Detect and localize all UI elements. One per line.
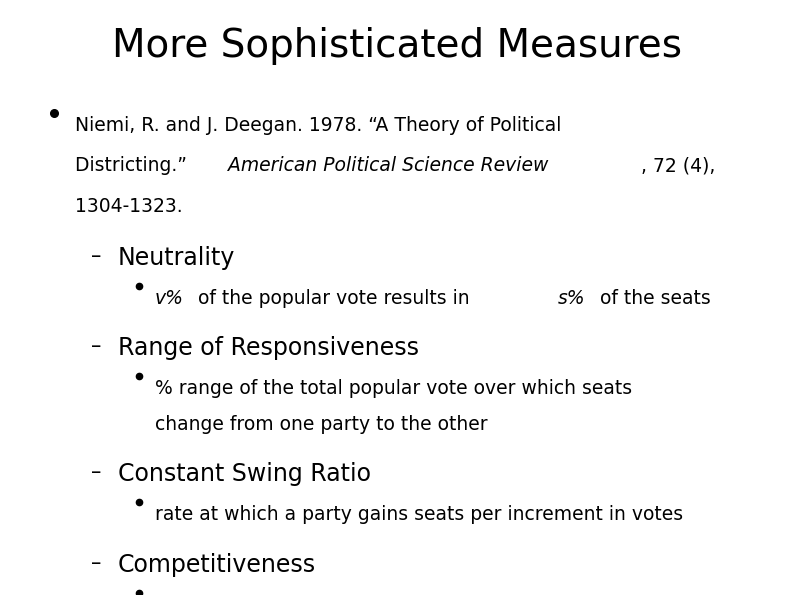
Text: –: – (91, 246, 102, 266)
Text: Districting.”: Districting.” (75, 156, 193, 176)
Text: , 72 (4),: , 72 (4), (641, 156, 715, 176)
Text: % range of the total popular vote over which seats: % range of the total popular vote over w… (155, 379, 632, 398)
Text: of the seats: of the seats (594, 289, 711, 308)
Text: –: – (91, 336, 102, 356)
Text: Neutrality: Neutrality (118, 246, 235, 270)
Text: Range of Responsiveness: Range of Responsiveness (118, 336, 418, 360)
Text: of the popular vote results in: of the popular vote results in (192, 289, 476, 308)
Text: rate at which a party gains seats per increment in votes: rate at which a party gains seats per in… (155, 505, 683, 524)
Text: Constant Swing Ratio: Constant Swing Ratio (118, 462, 371, 486)
Text: v%: v% (155, 289, 184, 308)
Text: 1304-1323.: 1304-1323. (75, 197, 183, 216)
Text: More Sophisticated Measures: More Sophisticated Measures (112, 27, 682, 65)
Text: –: – (91, 553, 102, 573)
Text: –: – (91, 462, 102, 483)
Text: s%: s% (558, 289, 586, 308)
Text: Competitiveness: Competitiveness (118, 553, 316, 577)
Text: Niemi, R. and J. Deegan. 1978. “A Theory of Political: Niemi, R. and J. Deegan. 1978. “A Theory… (75, 116, 562, 135)
Text: American Political Science Review: American Political Science Review (228, 156, 548, 176)
Text: change from one party to the other: change from one party to the other (155, 415, 488, 434)
